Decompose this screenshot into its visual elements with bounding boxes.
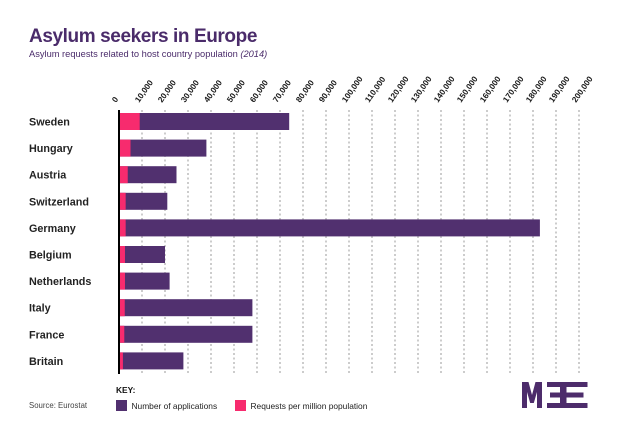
x-tick-label: 190,000 <box>547 74 572 104</box>
category-label: Italy <box>29 303 51 315</box>
bar-per-million <box>120 246 125 263</box>
source-note: Source: Eurostat <box>29 401 88 410</box>
x-tick-label: 140,000 <box>432 74 457 104</box>
bar-applications <box>120 113 290 130</box>
bar-applications <box>120 299 253 317</box>
category-label: Belgium <box>29 250 72 262</box>
chart-subtitle: Asylum requests related to host country … <box>29 49 267 60</box>
x-tick-label: 170,000 <box>501 74 526 104</box>
bar-applications <box>120 272 170 290</box>
bar-per-million <box>120 325 125 343</box>
category-label: Britain <box>29 356 63 368</box>
legend-label-per-million: Requests per million population <box>250 400 368 411</box>
bar-applications <box>120 325 253 343</box>
bar-per-million <box>120 219 126 237</box>
x-tick-label: 90,000 <box>317 78 339 104</box>
mee-logo-icon <box>522 382 588 408</box>
x-tick-label: 150,000 <box>455 74 480 104</box>
x-tick-label: 200,000 <box>570 74 595 104</box>
legend-item-applications: Number of applications <box>116 400 217 411</box>
x-tick-label: 100,000 <box>340 74 365 104</box>
x-tick-label: 20,000 <box>156 78 178 104</box>
x-tick-label: 70,000 <box>271 78 293 104</box>
legend-swatch-per-million <box>235 400 246 411</box>
bar-per-million <box>120 192 126 210</box>
bar-applications <box>120 139 207 157</box>
legend-item-per-million: Requests per million population <box>235 400 367 411</box>
x-tick-label: 10,000 <box>133 78 155 104</box>
legend-label-applications: Number of applications <box>131 400 218 411</box>
x-tick-label: 130,000 <box>409 74 434 104</box>
x-tick-label: 50,000 <box>225 78 247 104</box>
category-label: Germany <box>29 223 76 235</box>
bar-per-million <box>120 139 131 157</box>
bar-applications <box>120 219 540 237</box>
category-label: France <box>29 329 64 341</box>
x-axis-tick-labels: 0 10,000 20,000 30,000 40,000 50,000 60,000 70,… <box>110 74 595 104</box>
bar-per-million <box>120 166 128 184</box>
bar-per-million <box>120 299 125 317</box>
x-tick-label: 120,000 <box>386 74 411 104</box>
category-label: Sweden <box>29 117 70 129</box>
bar-per-million <box>120 113 140 130</box>
category-label: Austria <box>29 170 67 182</box>
bar-applications <box>120 166 177 184</box>
category-label: Switzerland <box>29 196 89 208</box>
x-tick-label: 0 <box>110 95 120 104</box>
legend-title: KEY: <box>116 385 136 395</box>
bar-per-million <box>120 352 123 370</box>
x-tick-label: 40,000 <box>202 78 224 104</box>
bar-applications <box>120 352 184 370</box>
category-label: Netherlands <box>29 276 91 288</box>
category-labels: Sweden Hungary Austria Switzerland Germany Be… <box>29 117 91 368</box>
x-tick-label: 60,000 <box>248 78 270 104</box>
x-tick-label: 30,000 <box>179 78 201 104</box>
bar-applications <box>120 246 165 263</box>
legend-swatch-applications <box>116 400 127 411</box>
bars <box>120 113 540 370</box>
x-tick-label: 180,000 <box>524 74 549 104</box>
x-tick-label: 160,000 <box>478 74 503 104</box>
bar-applications <box>120 192 168 210</box>
category-label: Hungary <box>29 143 73 155</box>
chart-title: Asylum seekers in Europe <box>29 26 258 47</box>
subtitle-year: (2014) <box>240 49 268 59</box>
bar-per-million <box>120 272 125 290</box>
x-tick-label: 80,000 <box>294 78 316 104</box>
subtitle-text: Asylum requests related to host country … <box>29 49 241 59</box>
x-tick-label: 110,000 <box>363 75 387 104</box>
gridlines <box>141 110 580 374</box>
